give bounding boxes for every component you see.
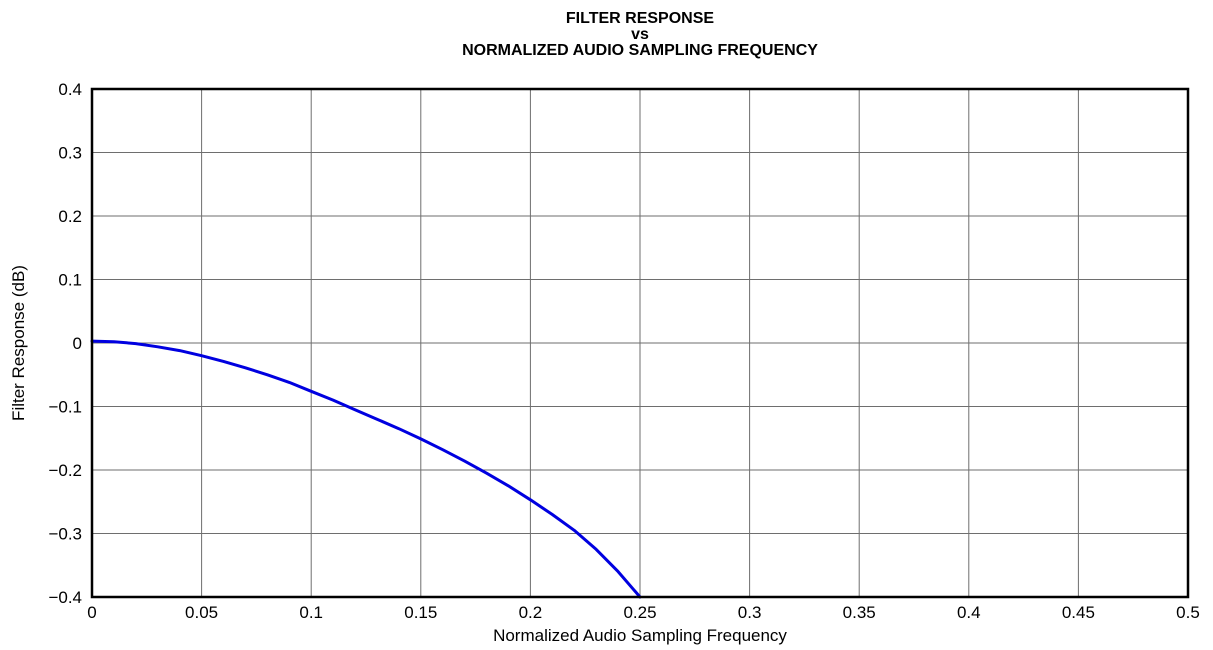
y-tick-labels: 0.4 0.3 0.2 0.1 0 −0.1 −0.2 −0.3 −0.4 [48,80,82,607]
chart-title-line-2: vs [631,26,649,43]
x-tick-label: 0.45 [1062,603,1095,622]
x-tick-label: 0.1 [299,603,323,622]
x-axis-label: Normalized Audio Sampling Frequency [493,626,787,645]
x-tick-labels: 0 0.05 0.1 0.15 0.2 0.25 0.3 0.35 0.4 0.45 0.5 [87,603,1200,622]
series-layer [90,339,642,599]
x-tick-label: 0.25 [623,603,656,622]
x-tick-label: 0.15 [404,603,437,622]
x-tick-label: 0.3 [738,603,762,622]
x-tick-label: 0.4 [957,603,981,622]
y-tick-label: −0.3 [48,525,82,544]
y-tick-label: 0.3 [58,144,82,163]
chart-title-line-1: FILTER RESPONSE [566,10,714,27]
x-tick-label: 0 [87,603,96,622]
y-tick-label: −0.4 [48,588,82,607]
y-axis-label: Filter Response (dB) [9,265,28,421]
y-tick-label: 0.2 [58,207,82,226]
x-tick-label: 0.35 [843,603,876,622]
plot-frame [90,87,1190,599]
x-tick-label: 0.05 [185,603,218,622]
chart-title-line-3: NORMALIZED AUDIO SAMPLING FREQUENCY [462,42,818,59]
x-tick-label: 0.2 [519,603,543,622]
series-line [90,339,642,599]
y-tick-label: −0.2 [48,461,82,480]
grid-lines [92,89,1188,597]
y-tick-label: 0 [73,334,82,353]
y-tick-label: 0.1 [58,271,82,290]
y-tick-label: 0.4 [58,80,82,99]
x-tick-label: 0.5 [1176,603,1200,622]
y-tick-label: −0.1 [48,398,82,417]
